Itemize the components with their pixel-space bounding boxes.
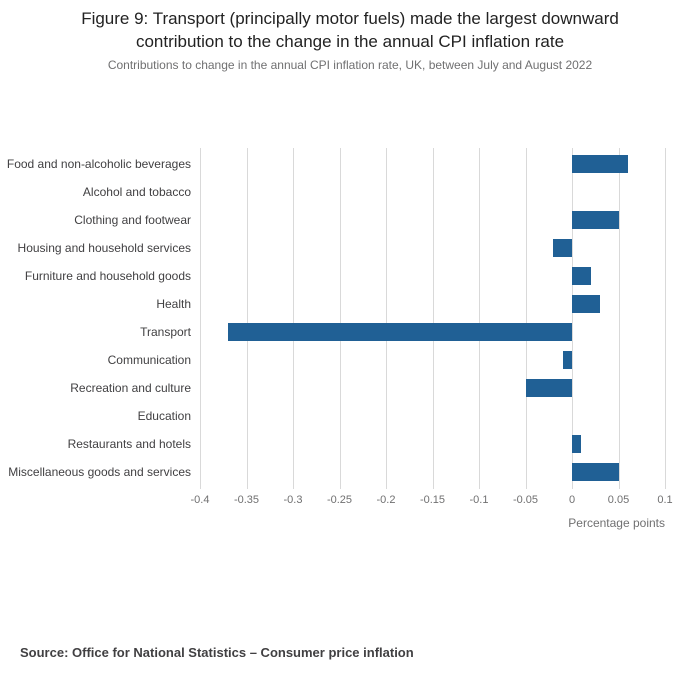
- chart-title: Figure 9: Transport (principally motor f…: [81, 9, 619, 51]
- bar-recreation-and-culture[interactable]: [525, 379, 572, 397]
- bar-housing-and-household-services[interactable]: [553, 239, 572, 257]
- category-label-clothing-and-footwear: Clothing and footwear: [74, 213, 191, 227]
- bar-miscellaneous-goods-and-services[interactable]: [572, 463, 619, 481]
- bar-track: [200, 262, 665, 290]
- category-label-transport: Transport: [140, 325, 191, 339]
- gridline: [246, 148, 248, 489]
- gridline: [618, 148, 620, 489]
- category-label-education: Education: [137, 409, 191, 423]
- gridline: [572, 148, 573, 489]
- source-note: Source: Office for National Statistics –…: [20, 645, 414, 660]
- bar-clothing-and-footwear[interactable]: [572, 211, 619, 229]
- chart-row: Education: [0, 402, 665, 430]
- category-label-food-and-non-alcoholic-beverages: Food and non-alcoholic beverages: [6, 157, 191, 171]
- chart-row: Housing and household services: [0, 234, 665, 262]
- bar-transport[interactable]: [227, 323, 572, 341]
- chart-subtitle: Contributions to change in the annual CP…: [107, 58, 593, 72]
- category-label-alcohol-and-tobacco: Alcohol and tobacco: [82, 185, 191, 199]
- category-label-housing-and-household-services: Housing and household services: [17, 241, 191, 255]
- bar-track: [200, 290, 665, 318]
- chart-rows: Food and non-alcoholic beverages Alcohol …: [0, 150, 665, 486]
- x-tick-label: -0.25: [326, 494, 353, 506]
- category-label-restaurants-and-hotels: Restaurants and hotels: [67, 437, 191, 451]
- bar-track: [200, 458, 665, 486]
- x-tick-label: -0.2: [376, 494, 396, 506]
- bar-furniture-and-household-goods[interactable]: [572, 267, 591, 285]
- gridline: [200, 148, 201, 489]
- bar-track: [200, 430, 665, 458]
- gridline: [339, 148, 341, 489]
- chart-row: Communication: [0, 346, 665, 374]
- chart-row: Transport: [0, 318, 665, 346]
- bar-track: [200, 150, 665, 178]
- x-axis-ticks: -0.4 -0.35 -0.3 -0.25 -0.2 -0.15 -0.1 -0.05 0 0.0…: [191, 494, 673, 508]
- bar-track: [200, 234, 665, 262]
- chart-row: Restaurants and hotels: [0, 430, 665, 458]
- x-tick-label: -0.05: [512, 494, 539, 506]
- chart-row: Recreation and culture: [0, 374, 665, 402]
- category-label-recreation-and-culture: Recreation and culture: [70, 381, 191, 395]
- bar-food-and-non-alcoholic-beverages[interactable]: [572, 155, 628, 173]
- x-tick-label: 0.1: [657, 494, 673, 506]
- gridline: [432, 148, 434, 489]
- bar-track: [200, 346, 665, 374]
- bar-track: [200, 178, 665, 206]
- chart-row: Furniture and household goods: [0, 262, 665, 290]
- chart-row: Health: [0, 290, 665, 318]
- chart-row: Food and non-alcoholic beverages: [0, 150, 665, 178]
- gridline: [525, 148, 527, 489]
- bar-track: [200, 318, 665, 346]
- gridline: [479, 148, 480, 489]
- category-label-miscellaneous-goods-and-services: Miscellaneous goods and services: [8, 465, 191, 479]
- bar-communication[interactable]: [562, 351, 572, 369]
- category-label-health: Health: [156, 297, 191, 311]
- bar-restaurants-and-hotels[interactable]: [572, 435, 582, 453]
- bar-chart: Food and non-alcoholic beverages Alcohol …: [0, 148, 700, 548]
- gridline: [293, 148, 294, 489]
- gridline: [386, 148, 387, 489]
- x-tick-label: 0: [568, 494, 576, 506]
- x-tick-label: -0.3: [283, 494, 303, 506]
- chart-row: Miscellaneous goods and services: [0, 458, 665, 486]
- bar-track: [200, 206, 665, 234]
- x-tick-label: -0.35: [233, 494, 260, 506]
- x-axis-title: Percentage points: [568, 516, 665, 530]
- plot-gridlines: [200, 148, 666, 489]
- chart-row: Clothing and footwear: [0, 206, 665, 234]
- gridline: [665, 148, 666, 489]
- category-label-furniture-and-household-goods: Furniture and household goods: [24, 269, 191, 283]
- x-tick-label: -0.1: [469, 494, 489, 506]
- bar-health[interactable]: [572, 295, 600, 313]
- bar-track: [200, 402, 665, 430]
- x-tick-label: -0.15: [419, 494, 446, 506]
- bar-track: [200, 374, 665, 402]
- chart-row: Alcohol and tobacco: [0, 178, 665, 206]
- x-tick-label: 0.05: [607, 494, 630, 506]
- x-tick-label: -0.4: [190, 494, 210, 506]
- category-label-communication: Communication: [107, 353, 191, 367]
